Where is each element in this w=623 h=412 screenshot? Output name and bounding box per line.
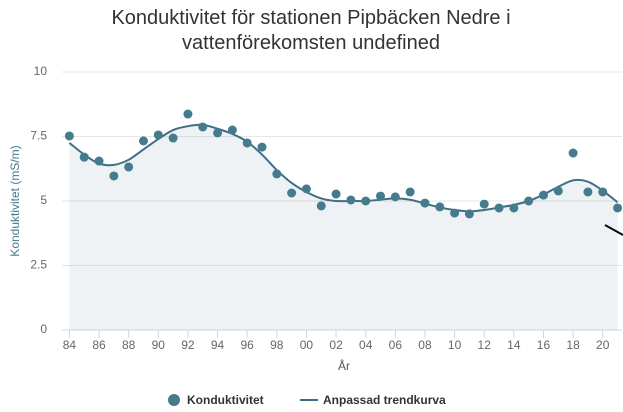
data-point — [287, 188, 297, 198]
x-tick-label: 02 — [329, 338, 343, 352]
x-tick-label: 20 — [596, 338, 610, 352]
x-tick-label: 88 — [122, 338, 136, 352]
data-point — [538, 190, 548, 200]
data-point — [494, 203, 504, 213]
x-tick-label: 00 — [300, 338, 314, 352]
data-point — [435, 202, 445, 212]
data-point — [583, 187, 593, 197]
data-point — [376, 191, 386, 201]
data-point — [361, 196, 371, 206]
legend-label: Konduktivitet — [187, 393, 264, 407]
data-point — [405, 187, 415, 197]
data-point — [331, 189, 341, 199]
y-tick-label: 0 — [40, 322, 47, 336]
x-tick-label: 06 — [389, 338, 403, 352]
data-point — [257, 142, 267, 152]
data-point — [94, 156, 104, 166]
x-axis-label: År — [338, 358, 350, 373]
data-point — [598, 187, 608, 197]
data-point — [138, 136, 148, 146]
legend-label: Anpassad trendkurva — [323, 393, 446, 407]
x-tick-label: 90 — [152, 338, 166, 352]
x-tick-label: 84 — [63, 338, 77, 352]
x-tick-label: 14 — [507, 338, 521, 352]
data-point — [109, 171, 119, 181]
data-point — [79, 152, 89, 162]
x-tick-label: 86 — [92, 338, 106, 352]
x-tick-label: 08 — [418, 338, 432, 352]
trend-area — [69, 124, 618, 330]
data-point — [524, 196, 534, 206]
data-point — [568, 148, 578, 158]
x-tick-label: 96 — [241, 338, 255, 352]
data-point — [479, 199, 489, 209]
x-tick-label: 04 — [359, 338, 373, 352]
data-point — [450, 208, 460, 218]
x-tick-label: 92 — [181, 338, 195, 352]
data-point — [613, 203, 623, 213]
decoration — [604, 224, 623, 236]
data-point — [509, 203, 519, 213]
data-point — [390, 192, 400, 202]
y-tick-label: 2.5 — [30, 258, 47, 272]
data-point — [183, 109, 193, 119]
y-tick-label: 5 — [40, 193, 47, 207]
data-point — [346, 195, 356, 205]
y-axis-label: Konduktivitet (mS/m) — [8, 145, 22, 256]
x-tick-label: 98 — [270, 338, 284, 352]
data-point — [168, 133, 178, 143]
data-point — [464, 209, 474, 219]
data-point — [198, 122, 208, 132]
data-point — [553, 186, 563, 196]
data-point — [227, 125, 237, 135]
data-point — [64, 131, 74, 141]
data-point — [301, 184, 311, 194]
x-tick-label: 94 — [211, 338, 225, 352]
x-tick-label: 18 — [566, 338, 580, 352]
data-point — [272, 169, 282, 179]
x-tick-label: 16 — [537, 338, 551, 352]
x-tick-label: 12 — [478, 338, 492, 352]
x-tick-label: 10 — [448, 338, 462, 352]
data-point — [316, 201, 326, 211]
chart-title: Konduktivitet för stationen Pipbäcken Ne… — [111, 7, 511, 54]
data-point — [420, 198, 430, 208]
y-tick-label: 10 — [34, 64, 48, 78]
data-point — [124, 162, 134, 172]
legend-marker — [168, 394, 180, 406]
data-point — [213, 128, 223, 138]
y-tick-label: 7.5 — [30, 129, 47, 143]
data-point — [153, 130, 163, 140]
data-point — [242, 138, 252, 148]
